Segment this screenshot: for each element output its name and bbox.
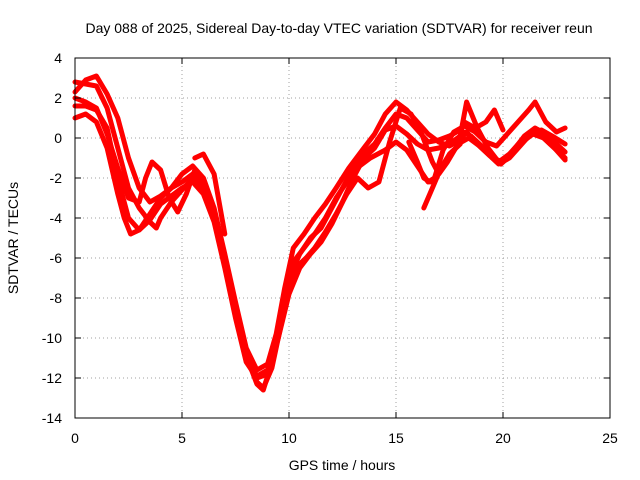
y-tick-label: -8 <box>50 290 63 306</box>
y-axis-label: SDTVAR / TECUs <box>5 182 21 294</box>
chart-title: Day 088 of 2025, Sidereal Day-to-day VTE… <box>85 20 592 36</box>
series-track-e <box>72 95 568 393</box>
y-tick-label: -2 <box>50 170 63 186</box>
y-tick-label: -14 <box>42 410 62 426</box>
x-tick-label: 5 <box>178 430 186 446</box>
x-axis-ticks: 0 5 10 15 20 25 <box>71 58 618 446</box>
series-track-h <box>421 141 463 211</box>
series-track-a <box>72 79 568 391</box>
y-tick-label: -4 <box>50 210 63 226</box>
y-tick-label: 2 <box>54 90 62 106</box>
y-tick-label: -12 <box>42 370 62 386</box>
x-tick-label: 10 <box>281 430 297 446</box>
series-track-f <box>192 151 228 237</box>
y-tick-label: -10 <box>42 330 62 346</box>
series-layer <box>72 73 568 393</box>
x-tick-label: 20 <box>495 430 511 446</box>
y-axis-ticks: -14 -12 -10 -8 -6 -4 -2 0 2 4 <box>42 50 610 426</box>
series-track-g <box>406 139 433 185</box>
x-tick-label: 0 <box>71 430 79 446</box>
y-tick-label: 0 <box>54 130 62 146</box>
plot-frame <box>74 57 611 419</box>
x-tick-label: 15 <box>388 430 404 446</box>
series-track-i <box>462 107 506 133</box>
y-tick-label: 4 <box>54 50 62 66</box>
x-tick-label: 25 <box>602 430 618 446</box>
series-track-d <box>72 99 568 379</box>
x-axis-label: GPS time / hours <box>289 457 396 473</box>
y-tick-label: -6 <box>50 250 63 266</box>
